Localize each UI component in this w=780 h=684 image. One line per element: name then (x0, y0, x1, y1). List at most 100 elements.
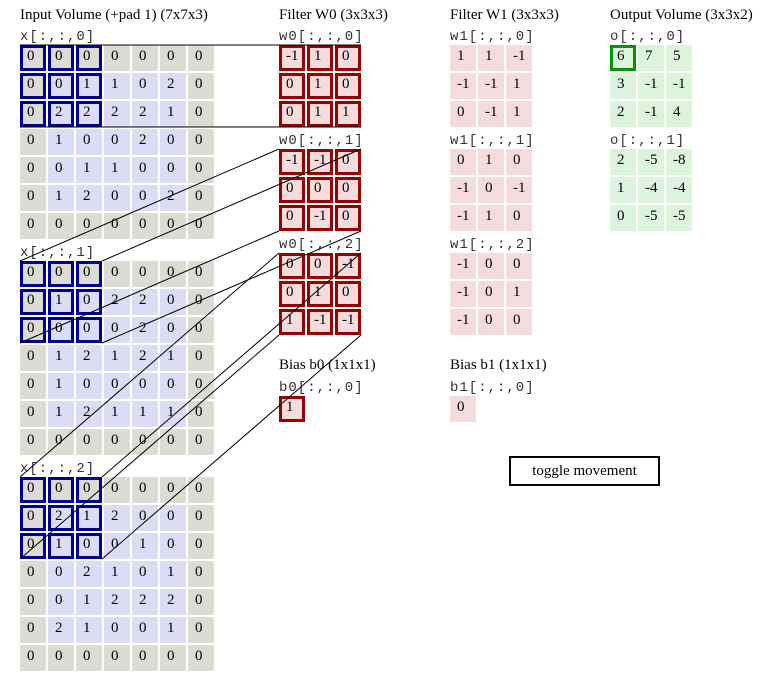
input-slice-label: x[:,:,0] (20, 29, 96, 45)
input-grid-cell: 0 (188, 73, 214, 99)
input-grid-cell: 2 (160, 185, 186, 211)
input-grid-cell: 0 (188, 617, 214, 643)
input-grid-cell: 1 (104, 561, 130, 587)
input-volume-title: Input Volume (+pad 1) (7x7x3) (20, 7, 208, 23)
input-grid-cell: 0 (104, 533, 130, 559)
input-grid-cell: 0 (160, 289, 186, 315)
filter-w1-grid-cell: -1 (506, 177, 532, 203)
input-grid-cell: 0 (20, 317, 46, 343)
filter-w1-grid-cell: 0 (450, 149, 476, 175)
input-grid-cell: 0 (188, 505, 214, 531)
filter-w1-title: Filter W1 (3x3x3) (450, 7, 559, 23)
input-grid-cell: 2 (160, 73, 186, 99)
input-grid-cell: 0 (104, 373, 130, 399)
output-volume-title: Output Volume (3x3x2) (610, 7, 753, 23)
input-grid-cell: 0 (104, 45, 130, 71)
input-grid-cell: 1 (104, 157, 130, 183)
output-grid-cell: 6 (610, 45, 636, 71)
output-grid-cell: -4 (638, 177, 664, 203)
filter-w0-grid-cell: 0 (279, 205, 305, 231)
input-grid-cell: 0 (48, 73, 74, 99)
filter-w1-grid-cell: 0 (506, 205, 532, 231)
bias-b0-grid-cell: 1 (279, 396, 305, 422)
input-grid-cell: 0 (20, 185, 46, 211)
filter-w1-grid-cell: 1 (506, 101, 532, 127)
output-grid-cell: -8 (666, 149, 692, 175)
input-grid-cell: 0 (160, 505, 186, 531)
filter-w1-grid-cell: 1 (506, 73, 532, 99)
input-grid-cell: 0 (160, 157, 186, 183)
input-grid-cell: 0 (76, 45, 102, 71)
input-grid-cell: 1 (76, 505, 102, 531)
input-grid-cell: 0 (132, 429, 158, 455)
input-slice-label: x[:,:,1] (20, 245, 96, 261)
input-grid-cell: 1 (48, 533, 74, 559)
input-grid-cell: 0 (160, 477, 186, 503)
input-grid-cell: 0 (188, 477, 214, 503)
filter-w0-grid-cell: -1 (307, 309, 333, 335)
input-grid-cell: 0 (188, 101, 214, 127)
output-grid-cell: -1 (666, 73, 692, 99)
output-slice-label: o[:,:,1] (610, 133, 686, 149)
filter-w0-grid-cell: 1 (335, 101, 361, 127)
filter-w0-grid-cell: -1 (307, 205, 333, 231)
bias-b1-grid-cell: 0 (450, 396, 476, 422)
input-grid-cell: 0 (160, 317, 186, 343)
input-grid-cell: 0 (48, 261, 74, 287)
input-grid-cell: 0 (48, 477, 74, 503)
filter-w0-grid-cell: 0 (335, 73, 361, 99)
input-grid-cell: 2 (76, 185, 102, 211)
filter-w1-grid-cell: 0 (506, 253, 532, 279)
filter-w1-grid-cell: 0 (478, 309, 504, 335)
output-grid-cell: -5 (638, 205, 664, 231)
input-grid-cell: 0 (132, 261, 158, 287)
input-grid-cell: 0 (20, 129, 46, 155)
input-grid-cell: 0 (160, 533, 186, 559)
input-grid-cell: 0 (20, 213, 46, 239)
input-grid-cell: 0 (160, 373, 186, 399)
output-grid-cell: 7 (638, 45, 664, 71)
filter-w1-grid-cell: -1 (450, 177, 476, 203)
filter-w0-slice-label: w0[:,:,2] (279, 237, 364, 253)
toggle-movement-button[interactable]: toggle movement (509, 456, 660, 486)
filter-w0-grid-cell: 1 (307, 45, 333, 71)
bias-b1-label: b1[:,:,0] (450, 380, 535, 396)
output-grid-cell: 2 (610, 149, 636, 175)
bias-b0-title: Bias b0 (1x1x1) (279, 357, 376, 373)
input-grid-cell: 1 (104, 401, 130, 427)
input-grid-cell: 0 (20, 373, 46, 399)
input-grid-cell: 0 (188, 345, 214, 371)
filter-w0-title: Filter W0 (3x3x3) (279, 7, 388, 23)
input-grid-cell: 0 (76, 373, 102, 399)
input-grid-cell: 0 (160, 213, 186, 239)
input-grid-cell: 1 (76, 73, 102, 99)
filter-w1-grid-cell: -1 (450, 73, 476, 99)
input-grid-cell: 1 (160, 101, 186, 127)
filter-w1-grid-cell: 0 (478, 253, 504, 279)
input-grid-cell: 2 (132, 101, 158, 127)
input-grid-cell: 0 (132, 645, 158, 671)
input-grid-cell: 0 (104, 317, 130, 343)
input-grid-cell: 0 (132, 617, 158, 643)
filter-w0-grid-cell: 0 (279, 177, 305, 203)
input-grid-cell: 0 (132, 73, 158, 99)
input-slice-label: x[:,:,2] (20, 461, 96, 477)
filter-w1-grid-cell: 0 (478, 177, 504, 203)
input-grid-cell: 0 (20, 477, 46, 503)
output-grid-cell: 3 (610, 73, 636, 99)
input-grid-cell: 0 (188, 129, 214, 155)
input-grid-cell: 0 (104, 477, 130, 503)
input-grid-cell: 1 (104, 345, 130, 371)
input-grid-cell: 0 (188, 289, 214, 315)
input-grid-cell: 2 (48, 505, 74, 531)
filter-w0-grid-cell: 0 (279, 101, 305, 127)
input-grid-cell: 2 (132, 345, 158, 371)
input-grid-cell: 0 (188, 45, 214, 71)
input-grid-cell: 2 (104, 505, 130, 531)
input-grid-cell: 2 (132, 317, 158, 343)
input-grid-cell: 1 (132, 533, 158, 559)
filter-w0-grid-cell: 1 (307, 281, 333, 307)
input-grid-cell: 0 (20, 73, 46, 99)
filter-w0-grid-cell: 0 (279, 281, 305, 307)
input-grid-cell: 0 (104, 645, 130, 671)
